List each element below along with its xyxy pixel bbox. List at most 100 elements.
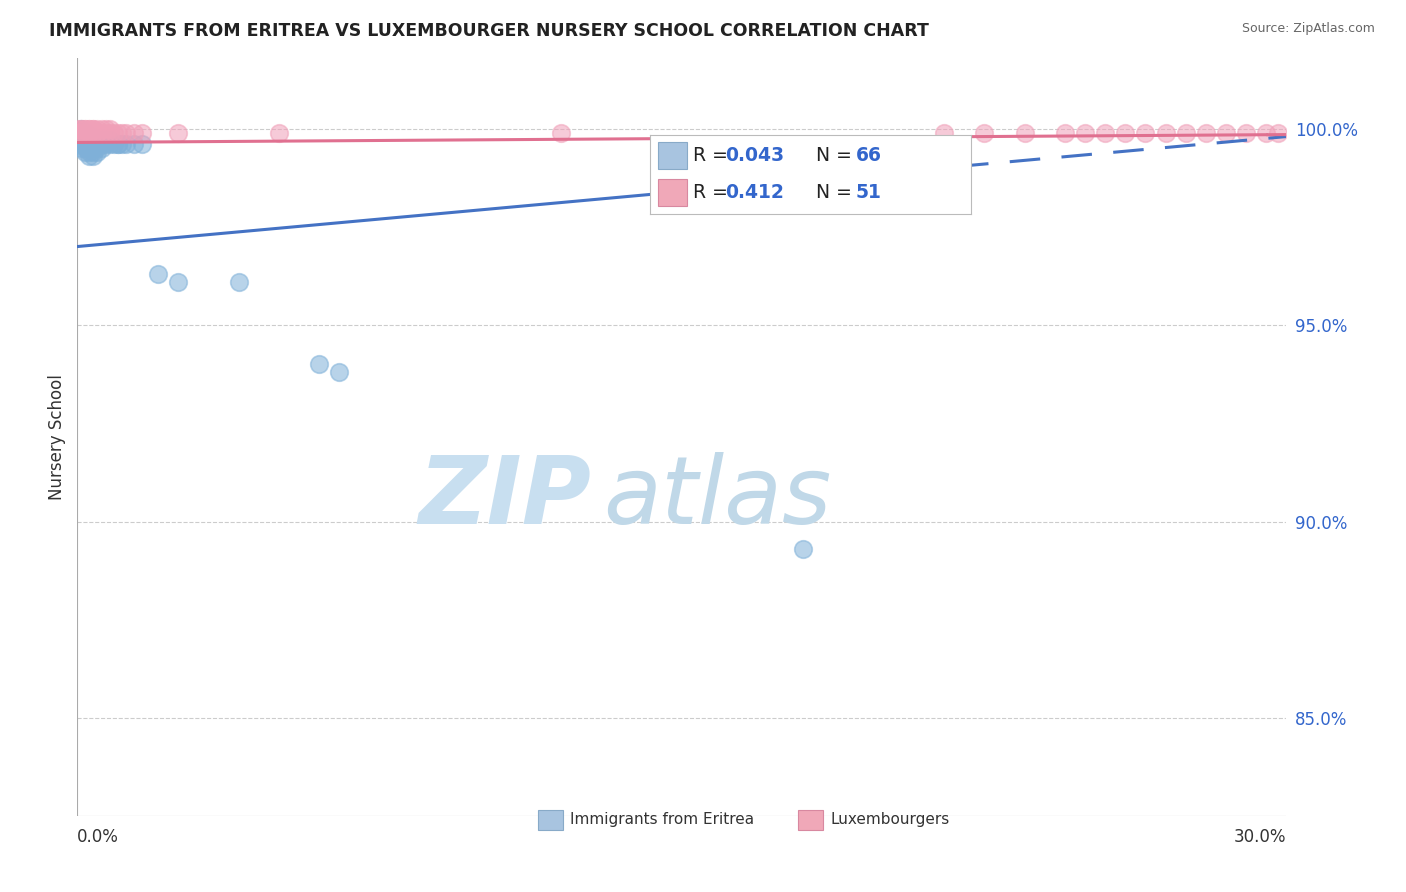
Point [66,129,89,144]
Point [75,145,97,160]
Point [79,129,101,144]
Point [228,275,250,289]
Text: ZIP: ZIP [419,451,592,544]
Point [70,126,93,140]
Point [75,126,97,140]
Point [86,121,108,136]
Point [79,121,101,136]
Point [1234,126,1257,140]
Point [82,121,104,136]
Point [75,121,97,136]
Point [70,133,93,147]
Point [98,137,121,152]
Point [94,133,117,147]
Point [75,133,97,147]
Point [90,137,112,152]
Point [131,137,153,152]
Point [1053,126,1076,140]
Point [70,126,93,140]
Point [167,126,190,140]
Point [550,126,572,140]
Point [82,141,104,155]
Point [107,126,129,140]
Point [75,137,97,152]
Point [70,141,93,155]
Point [79,126,101,140]
Point [75,133,97,147]
Point [90,126,112,140]
Text: atlas: atlas [603,452,831,543]
Point [107,137,129,152]
Text: 0.412: 0.412 [725,183,785,202]
Point [94,133,117,147]
Point [98,121,121,136]
Point [86,137,108,152]
Point [1154,126,1177,140]
Point [1094,126,1116,140]
Point [82,133,104,147]
Point [1215,126,1237,140]
Text: Source: ZipAtlas.com: Source: ZipAtlas.com [1241,22,1375,36]
Point [70,137,93,152]
Point [103,126,125,140]
Point [82,145,104,160]
Point [1174,126,1197,140]
Text: 0.0%: 0.0% [77,828,120,846]
Point [98,133,121,147]
Text: Immigrants from Eritrea: Immigrants from Eritrea [571,813,754,827]
Point [90,141,112,155]
Point [111,126,134,140]
Point [66,133,89,147]
Point [1256,126,1278,140]
Point [973,126,995,140]
Point [75,126,97,140]
Point [111,137,134,152]
Point [70,121,93,136]
Point [75,129,97,144]
Point [75,126,97,140]
Point [70,121,93,136]
Y-axis label: Nursery School: Nursery School [48,374,66,500]
Text: R =: R = [693,183,740,202]
Point [82,126,104,140]
Point [86,141,108,155]
Point [79,126,101,140]
Text: R =: R = [693,146,734,165]
Point [94,137,117,152]
Point [792,542,814,557]
Point [1014,126,1036,140]
Point [103,137,125,152]
Point [79,133,101,147]
Point [167,275,190,289]
Point [114,137,136,152]
Point [86,133,108,147]
Point [82,137,104,152]
Point [66,126,89,140]
Text: N =: N = [804,146,858,165]
Bar [658,178,686,205]
Point [70,129,93,144]
Point [1135,126,1157,140]
Point [328,365,350,379]
Point [82,133,104,147]
Point [114,126,136,140]
Point [75,141,97,155]
Point [86,137,108,152]
Point [1195,126,1218,140]
Point [90,121,112,136]
Point [70,126,93,140]
Point [66,126,89,140]
Point [79,121,101,136]
Point [122,126,145,140]
Point [1074,126,1097,140]
Text: 0.043: 0.043 [725,146,785,165]
Point [107,137,129,152]
Point [932,126,955,140]
Point [131,126,153,140]
Point [70,137,93,152]
Point [82,121,104,136]
Point [86,145,108,160]
Point [86,126,108,140]
Point [82,149,104,163]
Point [1114,126,1136,140]
